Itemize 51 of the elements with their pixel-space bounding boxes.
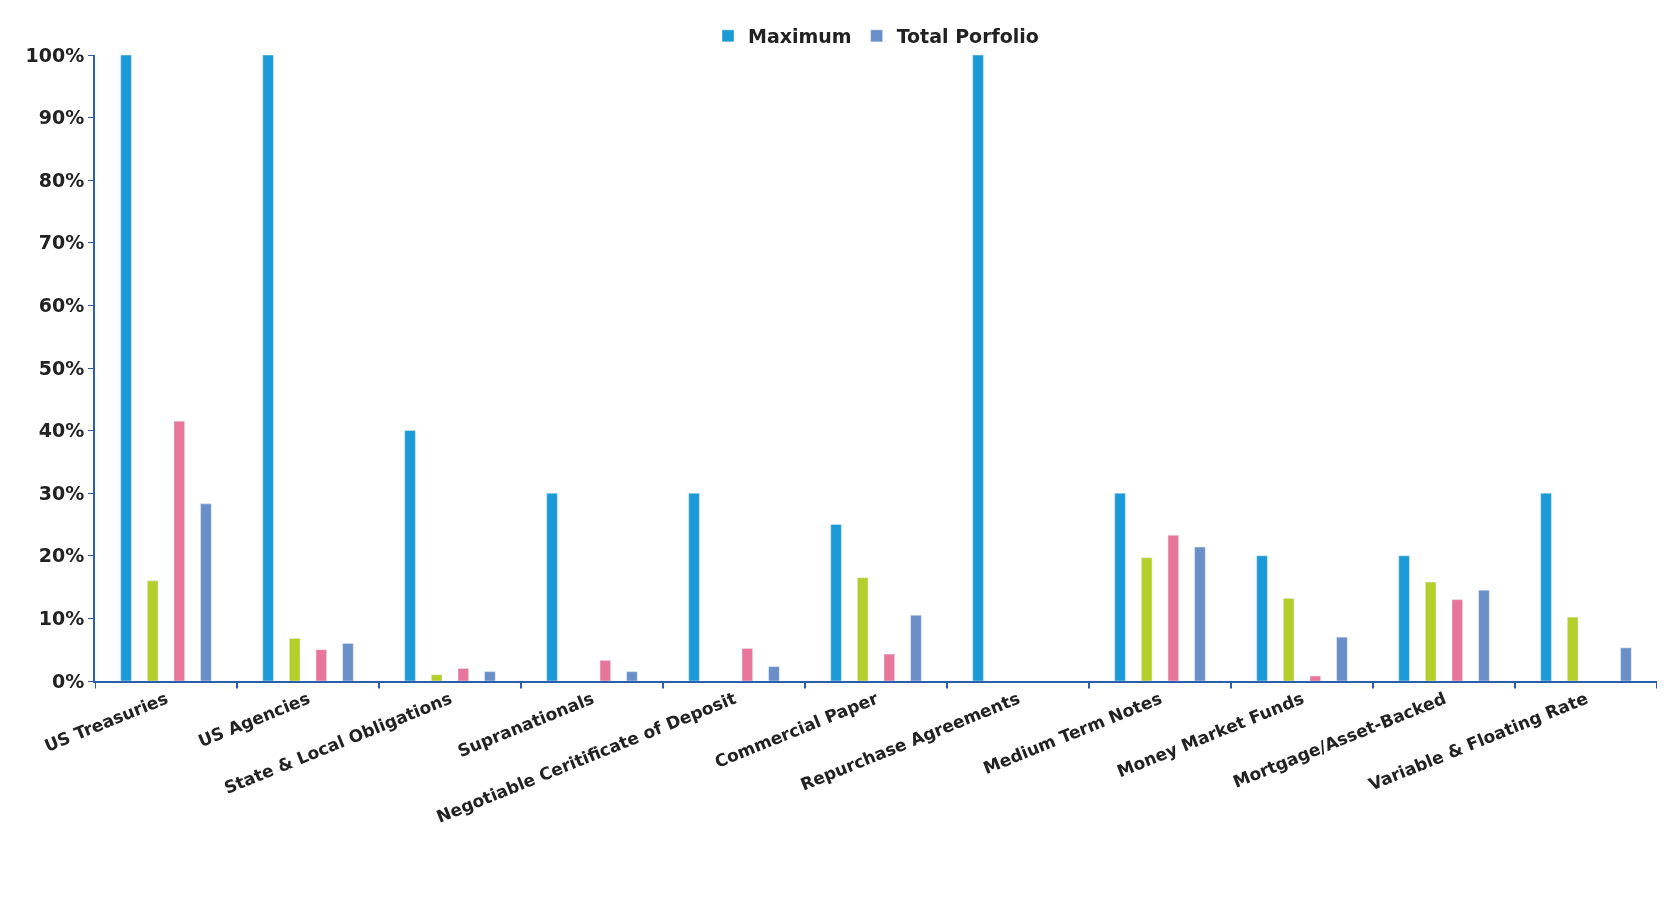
bar (147, 580, 159, 681)
bar (1194, 546, 1206, 681)
bar (431, 674, 443, 681)
bar (1398, 555, 1410, 681)
bar (599, 660, 611, 681)
bar (484, 671, 496, 681)
y-tick-label: 100% (25, 43, 85, 66)
bar (1567, 616, 1579, 681)
y-tick-label: 0% (51, 669, 85, 692)
bar (768, 666, 780, 681)
bar (1451, 599, 1463, 681)
y-tick-label: 10% (38, 607, 85, 630)
bar (342, 643, 354, 681)
bar (262, 55, 274, 681)
y-tick-label: 20% (38, 544, 85, 567)
y-tick-label: 50% (38, 356, 85, 379)
bar (1114, 492, 1126, 681)
y-tick-label: 40% (38, 419, 85, 442)
legend-label: Total Porfolio (896, 25, 1039, 48)
bar (1167, 534, 1179, 681)
bar (1283, 598, 1295, 681)
bar (404, 430, 416, 681)
bar (457, 668, 469, 681)
y-tick-label: 60% (38, 294, 85, 317)
bar (120, 55, 132, 681)
bar (972, 55, 984, 681)
bar (1540, 492, 1552, 681)
bar (1620, 647, 1632, 681)
bar (1256, 555, 1268, 681)
y-tick-label: 70% (38, 231, 85, 254)
bar (1336, 636, 1348, 681)
y-tick-label: 90% (38, 106, 85, 129)
bar (1309, 675, 1321, 681)
bar (857, 577, 869, 681)
legend-label: Maximum (748, 25, 852, 48)
bar (289, 638, 301, 681)
bar (910, 615, 922, 681)
bar (315, 649, 327, 681)
bar (173, 420, 185, 681)
bar (1478, 589, 1490, 681)
bar (830, 524, 842, 681)
bar (688, 492, 700, 681)
bar (200, 503, 212, 681)
bar (1141, 557, 1153, 681)
bar (741, 648, 753, 681)
bar (883, 653, 895, 681)
y-tick-label: 30% (38, 481, 85, 504)
y-tick-label: 80% (38, 168, 85, 191)
bar (546, 492, 558, 681)
bar (1425, 581, 1437, 681)
bar (626, 671, 638, 681)
